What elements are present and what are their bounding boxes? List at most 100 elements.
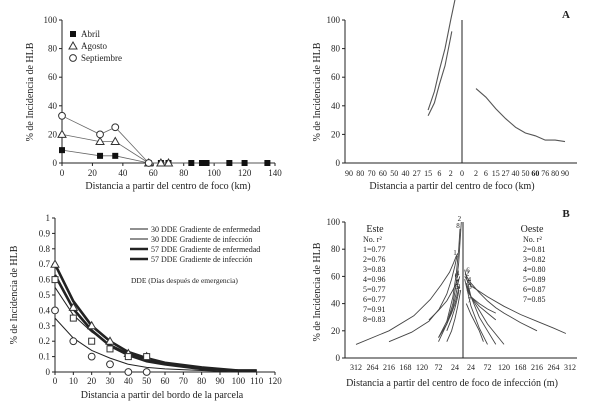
x-tick-label: 0 (53, 376, 58, 386)
y-tick-label: 40 (48, 101, 58, 111)
legend-label: 30 DDE Gradiente de infección (151, 235, 252, 244)
x-tick-label: 50 (142, 376, 152, 386)
legend-marker (69, 54, 77, 62)
data-point (97, 152, 104, 159)
x-tick-label: 90 (345, 169, 353, 178)
table-header: No. r² (523, 235, 542, 244)
x-tick-label: 120 (238, 168, 252, 178)
legend-note: DDE (Días después de emergencia) (131, 276, 238, 285)
curve-number: 8 (456, 222, 460, 230)
table-row: 5=0.77 (363, 285, 386, 294)
y-tick-label: 0.9 (39, 228, 51, 238)
data-point (87, 352, 96, 361)
table-row: 2=0.81 (523, 245, 546, 254)
x-axis-label: Distancia a partir del centro de foco (k… (369, 181, 534, 192)
x-tick-label: 0 (60, 168, 65, 178)
x-tick-label: 312 (564, 363, 576, 372)
table-row: 3=0.82 (523, 255, 546, 264)
x-tick-label: 60 (161, 376, 171, 386)
y-axis-label: % de Incidencia de HLB (312, 42, 323, 141)
gradient-curve (475, 88, 566, 143)
x-tick-label: 6 (484, 169, 488, 178)
x-tick-label: 60 (379, 169, 387, 178)
gradient-curve (465, 283, 505, 345)
data-point (112, 152, 119, 159)
x-tick-label: 110 (250, 376, 264, 386)
data-point (106, 345, 114, 353)
y-tick-label: 20 (331, 129, 341, 139)
x-tick-label: 80 (551, 169, 559, 178)
table-header: No. r² (363, 235, 382, 244)
data-point (143, 353, 151, 361)
x-tick-label: 15 (492, 169, 500, 178)
y-tick-label: 0.4 (39, 305, 51, 315)
table-row: 4=0.96 (363, 275, 386, 284)
curve-number: 6 (455, 272, 459, 280)
y-tick-label: 80 (331, 44, 341, 54)
data-point (51, 306, 59, 315)
gradient-curve (388, 255, 458, 343)
data-point (144, 159, 153, 167)
data-point (156, 157, 166, 167)
curve-number: 5 (455, 283, 459, 291)
x-tick-label: 264 (548, 363, 560, 372)
y-tick-label: 0.6 (39, 275, 51, 285)
x-tick-label: 100 (207, 168, 221, 178)
x-tick-label: 90 (216, 376, 226, 386)
y-tick-label: 0 (53, 158, 58, 168)
x-tick-label: 76 (541, 169, 549, 178)
y-tick-label: 80 (48, 44, 58, 54)
table-row: 1=0.77 (363, 245, 386, 254)
y-tick-label: 20 (48, 129, 58, 139)
x-tick-label: 120 (498, 363, 510, 372)
gradient-curve (465, 285, 497, 321)
legend-marker (70, 31, 76, 37)
legend-label: 57 DDE Gradiente de enfermedad (151, 245, 260, 254)
data-point (111, 123, 120, 132)
data-point (203, 160, 210, 166)
x-tick-label: 264 (367, 363, 379, 372)
curve-number: 2 (466, 269, 470, 277)
curve-number: 6 (466, 267, 470, 275)
y-tick-label: 20 (331, 326, 341, 336)
legend-marker (68, 40, 78, 50)
gradient-curve (464, 276, 567, 334)
y-tick-label: 100 (327, 217, 341, 227)
y-tick-label: 0.7 (39, 259, 51, 269)
y-tick-label: 0 (336, 353, 341, 363)
x-tick-label: 24 (451, 363, 459, 372)
gradient-curve (465, 303, 484, 342)
x-tick-label: 100 (232, 376, 246, 386)
panel-label: B (562, 208, 570, 220)
gradient-curve (428, 278, 459, 321)
curve-number: 4 (456, 269, 460, 277)
x-tick-label: 80 (197, 376, 207, 386)
gradient-curve (54, 287, 257, 371)
y-axis-label: % de Incidencia de HLB (25, 42, 36, 141)
curve-number: 7 (456, 279, 460, 287)
x-tick-label: 40 (512, 169, 520, 178)
x-tick-label: 6 (437, 169, 441, 178)
x-tick-label: 60 (149, 168, 159, 178)
table-row: 6=0.87 (523, 285, 546, 294)
panel-label: A (562, 9, 570, 21)
data-point (106, 360, 114, 369)
x-tick-label: 120 (416, 363, 428, 372)
y-tick-label: 1 (46, 213, 51, 223)
data-point (86, 320, 97, 330)
x-tick-label: 40 (402, 169, 410, 178)
x-tick-label: 72 (484, 363, 492, 372)
data-point (57, 129, 67, 138)
gradient-curve (53, 274, 257, 372)
x-tick-label: 0 (460, 169, 464, 178)
x-tick-label: 72 (435, 363, 443, 372)
x-tick-label: 27 (502, 169, 510, 178)
gradient-curve (438, 276, 461, 338)
data-point (58, 111, 66, 120)
x-tick-label: 40 (118, 168, 128, 178)
data-point (198, 160, 205, 166)
y-tick-label: 0 (46, 367, 51, 377)
x-tick-label: 120 (268, 376, 282, 386)
x-tick-label: 2 (449, 169, 453, 178)
gradient-curve (355, 253, 459, 345)
